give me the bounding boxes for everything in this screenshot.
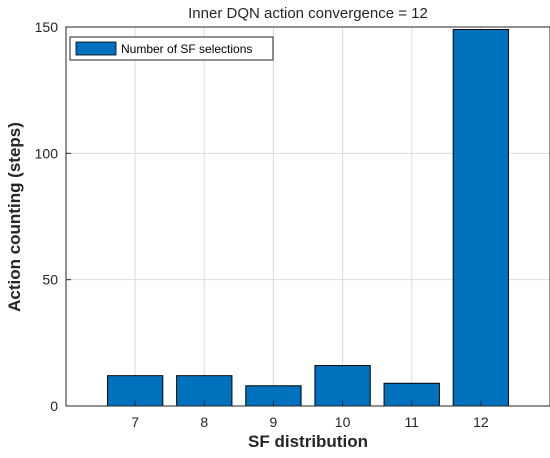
x-tick-label: 11 xyxy=(404,414,419,430)
legend: Number of SF selections xyxy=(69,36,274,61)
x-tick-label: 10 xyxy=(335,414,351,430)
y-tick-label: 100 xyxy=(35,145,59,161)
x-tick-label: 9 xyxy=(270,414,278,430)
legend-swatch xyxy=(75,41,117,56)
plot-frame xyxy=(65,26,550,407)
bar-10 xyxy=(314,365,371,407)
axis-ticks: 7 8 9 10 11 12 0 50 100 150 xyxy=(35,19,489,430)
x-tick-label: 7 xyxy=(131,414,139,430)
legend-box xyxy=(69,36,274,61)
bars-group xyxy=(106,29,510,407)
y-tick-label: 150 xyxy=(35,19,59,35)
y-tick-label: 50 xyxy=(42,272,58,288)
bar-7 xyxy=(106,375,164,407)
x-tick-label: 12 xyxy=(473,414,489,430)
legend-label: Number of SF selections xyxy=(121,42,252,56)
y-axis-label: Action counting (steps) xyxy=(5,122,24,312)
y-tick-label: 0 xyxy=(50,398,58,414)
x-tick-label: 8 xyxy=(200,414,208,430)
x-axis-label: SF distribution xyxy=(248,432,368,451)
bar-12 xyxy=(452,29,510,407)
chart-title: Inner DQN action convergence = 12 xyxy=(188,5,428,22)
